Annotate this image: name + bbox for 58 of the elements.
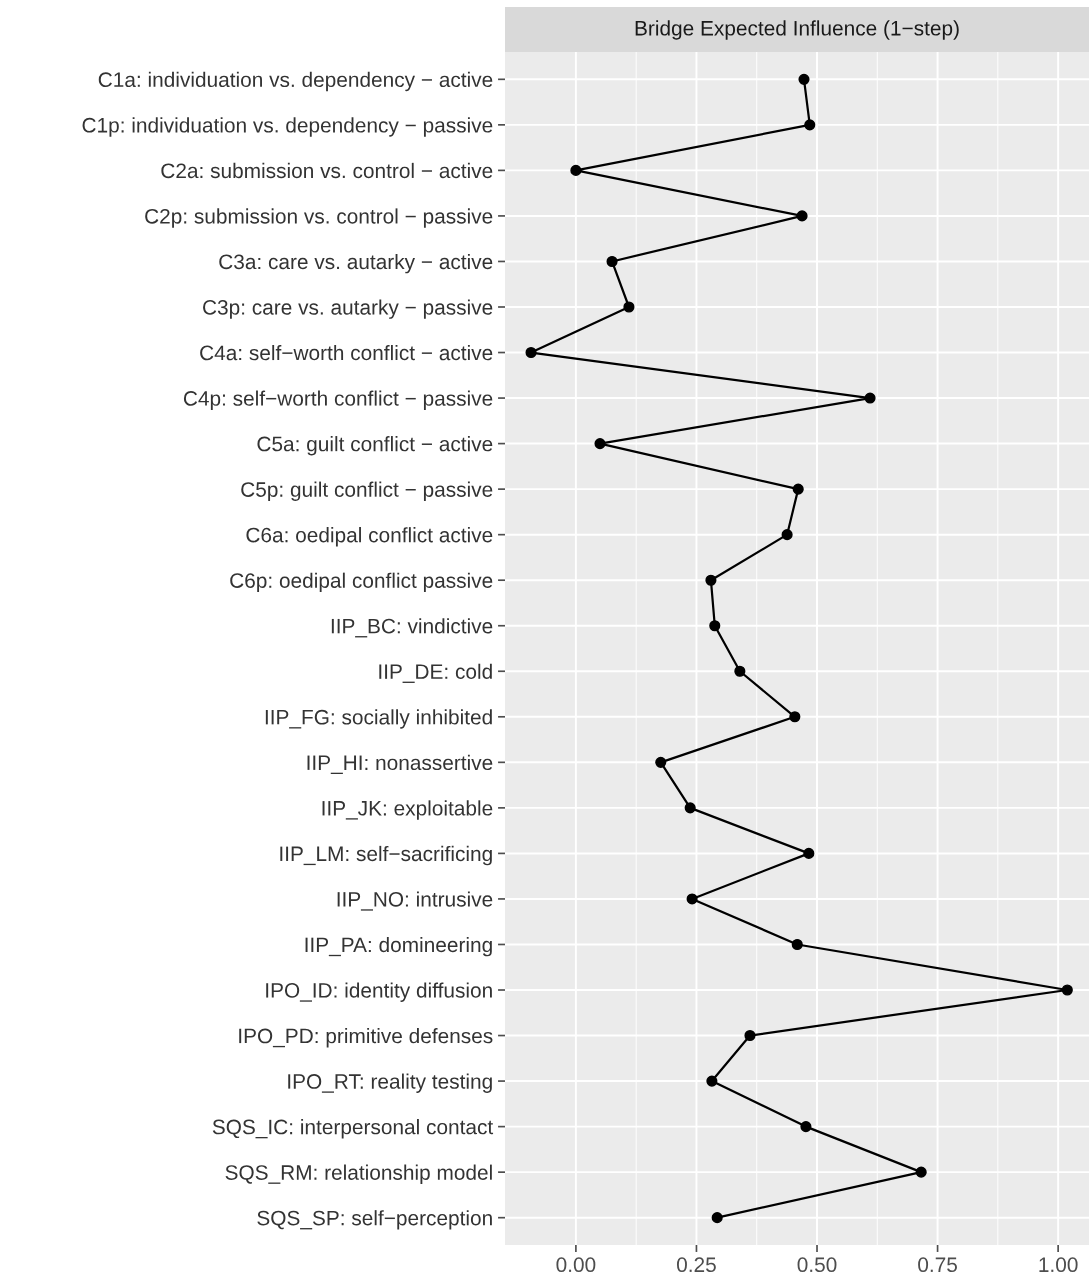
y-tick-label: IIP_HI: nonassertive [307, 754, 493, 775]
y-tick-label: C1a: individuation vs. dependency − active [98, 71, 493, 92]
point [915, 1166, 927, 1178]
point [570, 164, 582, 176]
y-tick-label: C3a: care vs. autarky − active [219, 253, 493, 274]
point [1061, 984, 1073, 996]
point [686, 893, 698, 905]
y-tick-label: C2a: submission vs. control − active [161, 162, 493, 179]
point [606, 255, 618, 268]
x-tick-label: 0.50 [797, 1257, 837, 1273]
point [525, 346, 537, 359]
y-tick-label: IPO_RT: reality testing [288, 1073, 492, 1093]
point [803, 847, 815, 859]
point [709, 620, 721, 632]
point [734, 665, 746, 677]
point [800, 1121, 812, 1133]
point [711, 1212, 723, 1224]
point [796, 210, 808, 222]
point [792, 483, 804, 495]
y-tick-label: C5p: guilt conflict − passive [241, 481, 493, 501]
point [791, 938, 803, 951]
point [705, 574, 717, 586]
y-tick-label: IIP_BC: vindictive [331, 618, 493, 638]
y-tick-label: IIP_DE: cold [379, 663, 492, 683]
y-tick-label: IPO_ID: identity diffusion [266, 982, 492, 1002]
point [623, 301, 635, 313]
y-tick-label: IIP_LM: self−sacrificing [280, 845, 492, 866]
point [594, 438, 606, 450]
y-tick-label: C3p: care vs. autarky − passive [203, 299, 493, 319]
point [804, 119, 816, 131]
point [781, 529, 793, 541]
y-tick-label: IIP_FG: socially inhibited [265, 709, 492, 729]
y-tick-label: C5a: guilt conflict − active [257, 436, 493, 456]
chart-title: Bridge Expected Influence (1−step) [635, 20, 959, 40]
y-tick-label: SQS_SP: self−perception [257, 1210, 492, 1230]
y-tick-label: C6p: oedipal conflict passive [230, 572, 493, 593]
y-tick-label: C4a: self−worth conflict − active [200, 344, 493, 361]
y-tick-label: C4p: self−worth conflict − passive [183, 390, 493, 410]
point [789, 711, 801, 723]
point [706, 1075, 718, 1087]
y-tick-label: IIP_JK: exploitable [322, 800, 493, 820]
point [655, 756, 667, 768]
x-tick-label: 0.00 [556, 1257, 596, 1273]
point [864, 392, 876, 404]
y-tick-label: SQS_RM: relationship model [225, 1164, 492, 1185]
y-tick-label: IPO_PD: primitive defenses [239, 1027, 493, 1048]
y-tick-label: C1p: individuation vs. dependency − passive [82, 117, 493, 137]
y-tick-label: IIP_PA: domineering [305, 936, 492, 957]
y-tick-label: C6a: oedipal conflict active [246, 527, 493, 547]
y-tick-label: SQS_IC: interpersonal contact [212, 1119, 494, 1139]
point [798, 73, 810, 85]
x-tick-label: 0.25 [676, 1257, 716, 1273]
point [684, 802, 696, 814]
x-tick-label: 0.75 [918, 1257, 957, 1273]
y-tick-label: IIP_NO: intrusive [337, 891, 493, 911]
y-tick-label: C2p: submission vs. control − passive [145, 208, 493, 228]
point [744, 1029, 756, 1042]
x-tick-label: 1.00 [1039, 1257, 1078, 1273]
